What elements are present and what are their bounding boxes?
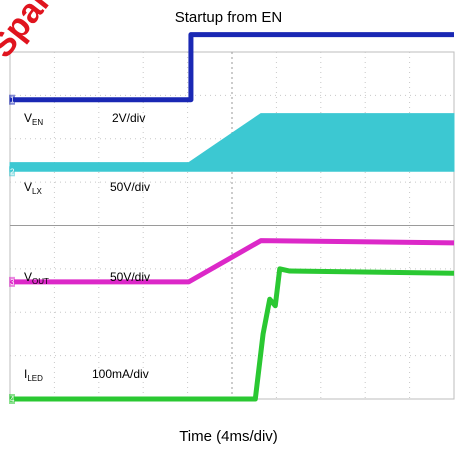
channel-marker-vlx <box>9 166 15 177</box>
trace-iled <box>10 266 455 402</box>
channel-marker-label-ven: 1 <box>10 96 15 105</box>
trace-vlx <box>9 113 455 172</box>
x-axis-label: Time (4ms/div) <box>179 428 278 445</box>
chart-title: Startup from EN <box>174 9 283 26</box>
channel-marker-label-iled: 4 <box>10 395 15 404</box>
trace-scale-iled: 100mA/div <box>92 367 149 381</box>
traces <box>9 32 455 402</box>
channel-marker-ven <box>9 94 15 105</box>
channel-markers: 1 2 3 4 <box>9 94 15 404</box>
trace-ven <box>10 32 454 103</box>
trace-label-sub-vout: OUT <box>32 277 49 286</box>
trace-scale-ven: 2V/div <box>112 111 145 125</box>
channel-marker-iled <box>9 394 15 404</box>
trace-vout <box>10 238 455 285</box>
trace-label-sub-ven: EN <box>32 118 43 127</box>
trace-label-sub-vlx: LX <box>32 187 42 196</box>
channel-marker-label-vlx: 2 <box>10 167 15 176</box>
channel-marker-vout <box>9 276 15 287</box>
trace-scale-vlx: 50V/div <box>110 180 150 194</box>
trace-label-sub-iled: LED <box>27 374 43 383</box>
channel-marker-label-vout: 3 <box>10 278 15 287</box>
trace-scale-vout: 50V/div <box>110 270 150 284</box>
